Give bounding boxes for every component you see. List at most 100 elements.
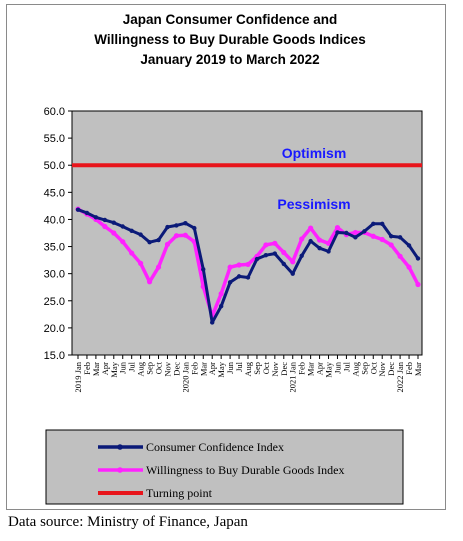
x-tick-label: Nov [270,361,280,376]
data-point-willingness [325,240,332,246]
data-point-willingness [290,259,296,265]
data-point-consumer-confidence [201,267,206,272]
data-point-consumer-confidence [254,256,260,262]
data-point-willingness [370,233,376,239]
y-tick-label: 40.0 [44,214,65,226]
data-point-consumer-confidence [245,275,251,280]
data-point-willingness [379,236,385,243]
x-tick-label: Jul [127,361,137,372]
data-point-willingness [111,230,117,236]
x-tick-label: Jun [332,361,342,374]
data-point-consumer-confidence [281,261,286,267]
data-point-consumer-confidence [317,245,322,251]
data-point-willingness [138,260,144,266]
data-point-consumer-confidence [326,249,331,254]
data-point-willingness [164,241,171,247]
data-point-consumer-confidence [192,225,197,231]
data-point-willingness [227,264,233,270]
data-point-willingness [236,262,242,268]
x-tick-label: Aug [350,361,360,376]
data-point-consumer-confidence [227,280,233,285]
data-point-willingness [102,223,108,230]
x-tick-label: 2019 Jan [73,361,83,392]
y-tick-label: 45.0 [44,187,65,199]
data-point-consumer-confidence [156,237,161,243]
x-tick-label: 2022 Jan [395,361,405,392]
x-tick-label: Mar [413,362,423,376]
y-axis: 15.0 20.0 25.0 30.0 35.0 40.0 45.0 50.0 55.0 60.0 [44,106,72,362]
data-point-willingness [272,240,278,246]
data-point-consumer-confidence [138,232,143,237]
data-point-consumer-confidence [388,234,394,239]
x-tick-label: Apr [207,362,217,375]
x-tick-label: Jul [341,361,351,372]
data-point-willingness [406,264,412,270]
data-point-consumer-confidence [335,230,340,235]
data-point-willingness [299,236,305,242]
data-point-consumer-confidence [397,235,403,240]
y-tick-label: 20.0 [44,323,65,335]
series-lines [72,163,422,325]
chart-title-line-3: January 2019 to March 2022 [140,52,319,67]
x-tick-label: Jun [225,361,235,374]
y-tick-label: 25.0 [44,296,65,308]
data-point-consumer-confidence [75,207,81,212]
data-point-consumer-confidence [120,224,125,229]
chart-title-line-2: Willingness to Buy Durable Goods Indices [94,32,365,47]
data-point-willingness [182,232,188,238]
data-point-consumer-confidence [102,217,108,223]
legend-label-willingness: Willingness to Buy Durable Goods Index [146,463,345,477]
x-tick-label: Apr [315,362,325,375]
x-tick-label: May [216,361,226,377]
data-point-consumer-confidence [415,256,421,261]
x-tick-label: Aug [243,361,253,376]
x-tick-label: Mar [306,362,316,376]
data-point-consumer-confidence [165,224,170,230]
x-tick-label: 2020 Jan [180,361,190,392]
data-point-consumer-confidence [147,240,152,245]
data-point-willingness [155,264,162,270]
data-point-willingness [397,253,403,259]
y-tick-label: 50.0 [44,160,65,172]
x-tick-label: Oct [154,361,164,374]
data-point-willingness [129,250,135,256]
data-point-consumer-confidence [210,320,215,325]
data-point-willingness [308,225,314,231]
legend-marker-willingness [117,467,123,473]
x-tick-label: Aug [136,361,146,376]
data-point-consumer-confidence [362,229,367,234]
x-tick-label: Feb [297,362,307,375]
data-point-consumer-confidence [93,215,99,220]
data-point-consumer-confidence [174,223,179,228]
y-tick-label: 60.0 [44,106,65,118]
data-point-consumer-confidence [111,220,116,225]
data-point-consumer-confidence [272,251,278,256]
x-tick-label: May [324,361,334,377]
x-tick-label: 2021 Jan [288,361,298,392]
x-tick-label: Sep [359,362,369,375]
data-point-willingness [263,242,269,248]
pessimism-annotation: Pessimism [277,196,350,212]
data-point-willingness [218,291,224,297]
data-point-willingness [173,233,180,239]
x-tick-label: Dec [386,362,396,376]
x-tick-label: Sep [252,362,262,375]
data-point-consumer-confidence [84,210,90,216]
x-tick-label: Apr [100,362,110,375]
x-axis: 2019 JanFebMarAprMayJunJulAugSepOctNovDe… [73,355,423,392]
x-tick-label: Feb [82,362,92,375]
x-tick-label: Oct [368,361,378,374]
data-point-willingness [245,261,251,268]
data-point-consumer-confidence [236,274,242,279]
legend: Consumer Confidence Index Willingness to … [45,429,404,505]
data-point-consumer-confidence [371,221,376,226]
x-tick-label: Dec [171,362,181,376]
x-tick-label: Nov [162,361,172,376]
x-tick-label: Oct [261,361,271,374]
data-point-willingness [316,237,323,243]
data-point-consumer-confidence [308,238,313,244]
data-point-willingness [120,239,126,245]
data-point-consumer-confidence [406,243,412,248]
